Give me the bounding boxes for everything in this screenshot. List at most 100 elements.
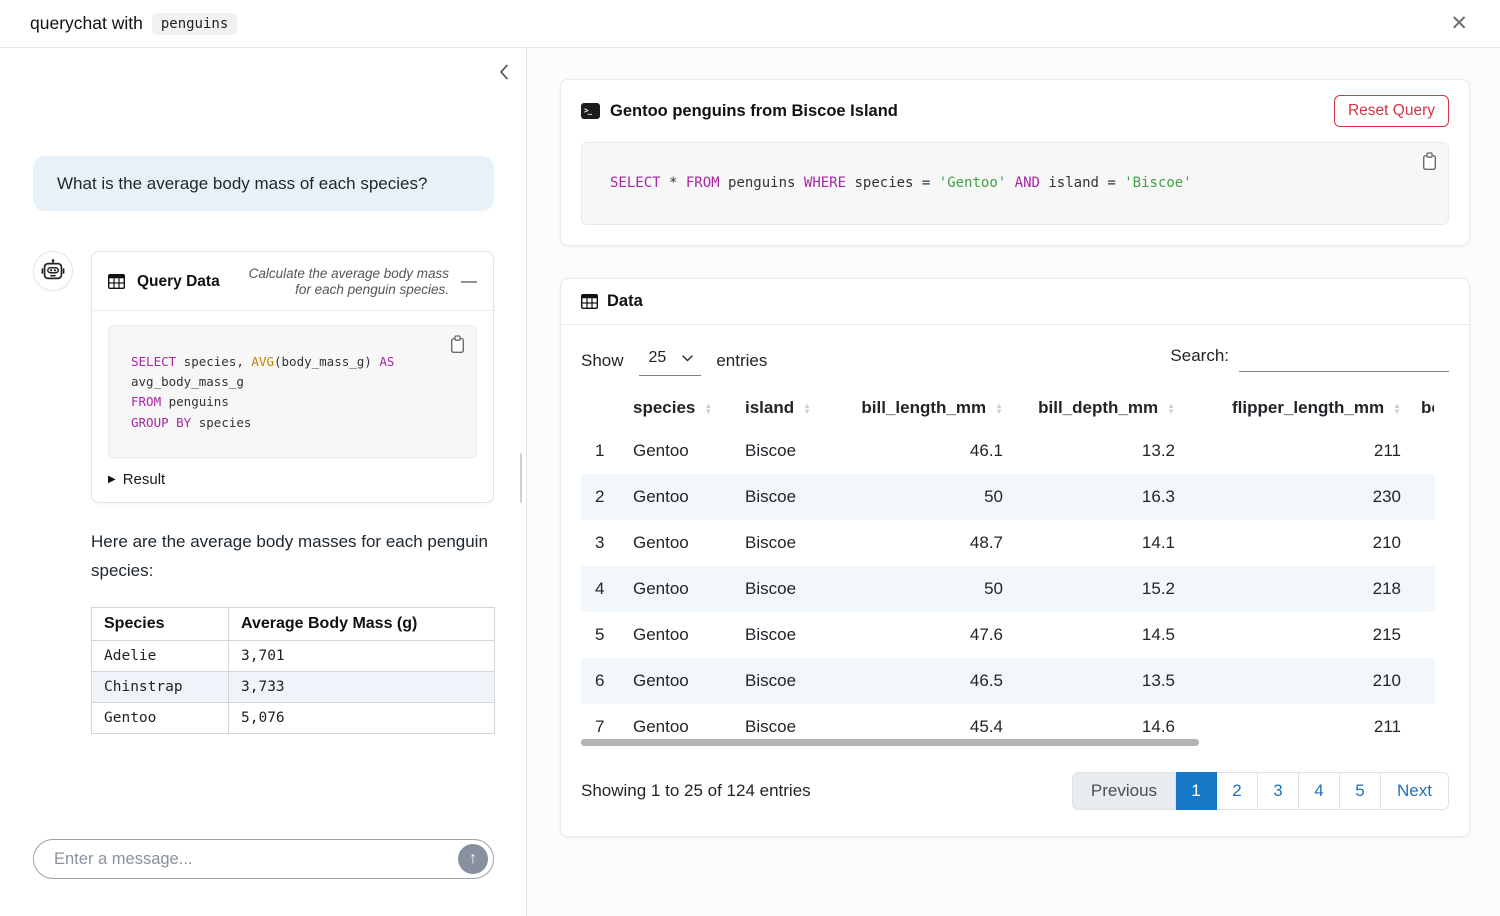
user-message: What is the average body mass of each sp… — [33, 156, 494, 211]
search-input[interactable] — [1239, 346, 1449, 372]
message-input[interactable] — [54, 850, 458, 869]
table-cell: 46.1 — [841, 428, 1013, 474]
sort-icon: ▲▼ — [995, 403, 1003, 415]
tool-card-subtitle: Calculate the average body mass for each… — [244, 266, 449, 298]
data-table-viewport: species▲▼island▲▼bill_length_mm▲▼bill_de… — [581, 390, 1435, 748]
column-header-Species: Species — [92, 607, 229, 640]
table-cell: 13.2 — [1013, 428, 1185, 474]
table-cell: 215 — [1185, 612, 1411, 658]
answer-table: SpeciesAverage Body Mass (g) Adelie3,701… — [91, 607, 495, 734]
column-header-species[interactable]: species▲▼ — [623, 390, 735, 428]
copy-button[interactable] — [1421, 152, 1438, 171]
table-cell: 211 — [1185, 704, 1411, 748]
entries-label: entries — [716, 351, 767, 371]
column-header-index — [581, 390, 623, 428]
dataset-name-chip: penguins — [152, 13, 237, 35]
table-cell: Gentoo — [92, 702, 229, 733]
table-cell: Adelie — [92, 640, 229, 671]
table-cell: Biscoe — [735, 658, 841, 704]
table-row: Chinstrap3,733 — [92, 671, 495, 702]
clipboard-icon — [449, 335, 466, 354]
page-button-5[interactable]: 5 — [1340, 772, 1381, 810]
chat-panel: What is the average body mass of each sp… — [0, 48, 527, 916]
table-cell: 15.2 — [1013, 566, 1185, 612]
pagination: Previous12345Next — [1072, 772, 1449, 810]
table-cell: 50 — [841, 566, 1013, 612]
table-cell: 1 — [581, 428, 623, 474]
page-button-previous[interactable]: Previous — [1072, 772, 1176, 810]
table-cell — [1411, 566, 1435, 612]
column-header-bill_length_mm[interactable]: bill_length_mm▲▼ — [841, 390, 1013, 428]
table-row: 1GentooBiscoe46.113.2211 — [581, 428, 1435, 474]
table-cell: Biscoe — [735, 566, 841, 612]
table-cell: 3 — [581, 520, 623, 566]
assistant-avatar — [33, 251, 73, 291]
column-header-bill_depth_mm[interactable]: bill_depth_mm▲▼ — [1013, 390, 1185, 428]
close-icon[interactable]: ✕ — [1446, 9, 1472, 38]
page-size-select[interactable]: 25 — [639, 346, 702, 376]
table-cell: 218 — [1185, 566, 1411, 612]
result-label: Result — [123, 471, 166, 488]
column-header-island[interactable]: island▲▼ — [735, 390, 841, 428]
show-label: Show — [581, 351, 624, 371]
table-cell: Gentoo — [623, 658, 735, 704]
sql-code-block: SELECT * FROM penguins WHERE species = '… — [581, 142, 1449, 225]
robot-icon — [40, 258, 66, 284]
table-row: Adelie3,701 — [92, 640, 495, 671]
chat-input-container: ↑ — [33, 839, 494, 879]
sql-code-block: SELECT species, AVG(body_mass_g) ASavg_b… — [108, 325, 477, 458]
table-cell: 210 — [1185, 658, 1411, 704]
table-cell — [1411, 474, 1435, 520]
reset-query-button[interactable]: Reset Query — [1334, 95, 1449, 127]
app-header: querychat with penguins ✕ — [0, 0, 1500, 48]
search-label: Search: — [1170, 346, 1229, 366]
sort-icon: ▲▼ — [704, 403, 712, 415]
table-cell: 3,701 — [229, 640, 495, 671]
page-button-2[interactable]: 2 — [1217, 772, 1258, 810]
table-cell — [1411, 658, 1435, 704]
page-button-4[interactable]: 4 — [1299, 772, 1340, 810]
page-button-1[interactable]: 1 — [1176, 772, 1217, 810]
chat-scrollbar[interactable] — [520, 453, 522, 503]
table-cell: 6 — [581, 658, 623, 704]
table-icon — [581, 294, 598, 309]
table-cell: 50 — [841, 474, 1013, 520]
page-button-3[interactable]: 3 — [1258, 772, 1299, 810]
tool-card-title: Query Data — [137, 273, 220, 291]
chevron-down-icon — [682, 355, 693, 362]
table-cell: 4 — [581, 566, 623, 612]
table-cell — [1411, 704, 1435, 748]
table-cell: 211 — [1185, 428, 1411, 474]
copy-button[interactable] — [449, 335, 466, 354]
table-cell: 48.7 — [841, 520, 1013, 566]
table-row: 4GentooBiscoe5015.2218 — [581, 566, 1435, 612]
table-cell — [1411, 520, 1435, 566]
app-title: querychat with penguins — [30, 13, 237, 35]
table-cell: Biscoe — [735, 612, 841, 658]
page-button-next[interactable]: Next — [1381, 772, 1449, 810]
result-toggle[interactable]: ▶ Result — [108, 471, 477, 488]
collapse-sidebar-button[interactable] — [499, 62, 509, 82]
sort-icon: ▲▼ — [1393, 403, 1401, 415]
column-header-Average Body Mass (g): Average Body Mass (g) — [229, 607, 495, 640]
table-cell: Gentoo — [623, 566, 735, 612]
column-header-flipper_length_mm[interactable]: flipper_length_mm▲▼ — [1185, 390, 1411, 428]
table-cell: 47.6 — [841, 612, 1013, 658]
triangle-right-icon: ▶ — [108, 474, 116, 485]
table-cell: Chinstrap — [92, 671, 229, 702]
current-query-card: Gentoo penguins from Biscoe Island Reset… — [560, 79, 1470, 246]
table-cell: 46.5 — [841, 658, 1013, 704]
table-cell: Biscoe — [735, 474, 841, 520]
table-row: 6GentooBiscoe46.513.5210 — [581, 658, 1435, 704]
sort-icon: ▲▼ — [1167, 403, 1175, 415]
send-button[interactable]: ↑ — [458, 844, 488, 874]
table-cell: Gentoo — [623, 428, 735, 474]
clipboard-icon — [1421, 152, 1438, 171]
table-cell: 5,076 — [229, 702, 495, 733]
table-cell: Biscoe — [735, 520, 841, 566]
table-info-text: Showing 1 to 25 of 124 entries — [581, 781, 811, 801]
collapse-tool-button[interactable]: — — [459, 273, 479, 291]
horizontal-scrollbar[interactable] — [581, 739, 1199, 746]
table-cell: Biscoe — [735, 428, 841, 474]
app-title-text: querychat with — [30, 13, 143, 34]
